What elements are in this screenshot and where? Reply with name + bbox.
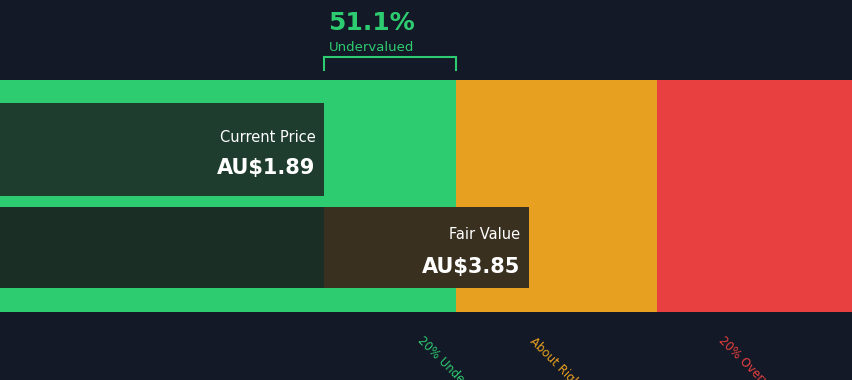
Text: Undervalued: Undervalued xyxy=(328,41,413,54)
Bar xyxy=(0,103,324,196)
Bar xyxy=(0,207,456,288)
Text: AU$1.89: AU$1.89 xyxy=(217,158,315,178)
Bar xyxy=(456,184,656,207)
Text: About Right: About Right xyxy=(527,334,585,380)
Text: 20% Undervalued: 20% Undervalued xyxy=(414,334,498,380)
Bar xyxy=(0,80,456,103)
Bar xyxy=(0,288,456,312)
Bar xyxy=(656,288,852,312)
Text: 20% Overvalued: 20% Overvalued xyxy=(715,334,793,380)
Bar xyxy=(0,207,528,288)
Bar xyxy=(324,207,528,288)
Text: Current Price: Current Price xyxy=(220,130,315,146)
Bar xyxy=(456,80,656,103)
Bar xyxy=(656,80,852,103)
Bar xyxy=(456,207,656,288)
Text: AU$3.85: AU$3.85 xyxy=(422,257,520,277)
Bar xyxy=(456,103,656,184)
Bar xyxy=(456,288,656,312)
Text: 51.1%: 51.1% xyxy=(328,11,415,35)
Bar xyxy=(656,184,852,207)
Bar xyxy=(656,103,852,184)
Bar xyxy=(0,184,456,207)
Text: Fair Value: Fair Value xyxy=(449,227,520,242)
Bar xyxy=(656,207,852,288)
Bar xyxy=(0,103,456,184)
